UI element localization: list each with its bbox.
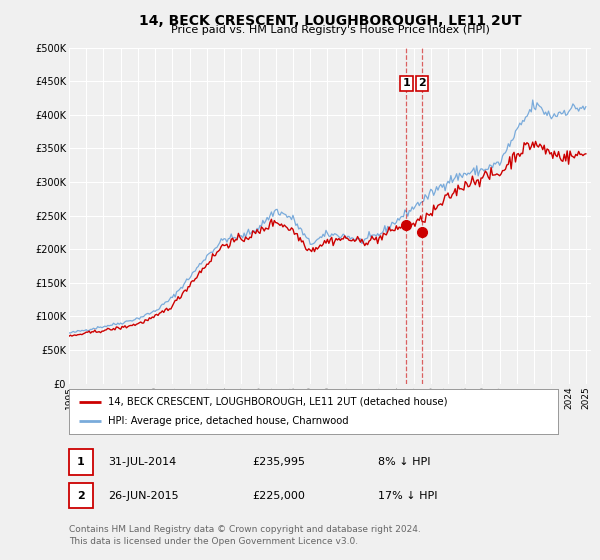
- Text: 1: 1: [403, 78, 410, 88]
- Text: 1: 1: [77, 457, 85, 467]
- Text: 14, BECK CRESCENT, LOUGHBOROUGH, LE11 2UT (detached house): 14, BECK CRESCENT, LOUGHBOROUGH, LE11 2U…: [108, 396, 448, 407]
- Text: Contains HM Land Registry data © Crown copyright and database right 2024.: Contains HM Land Registry data © Crown c…: [69, 525, 421, 534]
- Text: £235,995: £235,995: [252, 457, 305, 467]
- Text: 14, BECK CRESCENT, LOUGHBOROUGH, LE11 2UT: 14, BECK CRESCENT, LOUGHBOROUGH, LE11 2U…: [139, 14, 521, 28]
- Text: 26-JUN-2015: 26-JUN-2015: [108, 491, 179, 501]
- Text: 8% ↓ HPI: 8% ↓ HPI: [378, 457, 431, 467]
- Text: £225,000: £225,000: [252, 491, 305, 501]
- Text: This data is licensed under the Open Government Licence v3.0.: This data is licensed under the Open Gov…: [69, 537, 358, 546]
- Text: Price paid vs. HM Land Registry's House Price Index (HPI): Price paid vs. HM Land Registry's House …: [170, 25, 490, 35]
- Text: 17% ↓ HPI: 17% ↓ HPI: [378, 491, 437, 501]
- Text: 2: 2: [77, 491, 85, 501]
- Text: 31-JUL-2014: 31-JUL-2014: [108, 457, 176, 467]
- Text: 2: 2: [418, 78, 426, 88]
- Text: HPI: Average price, detached house, Charnwood: HPI: Average price, detached house, Char…: [108, 417, 349, 427]
